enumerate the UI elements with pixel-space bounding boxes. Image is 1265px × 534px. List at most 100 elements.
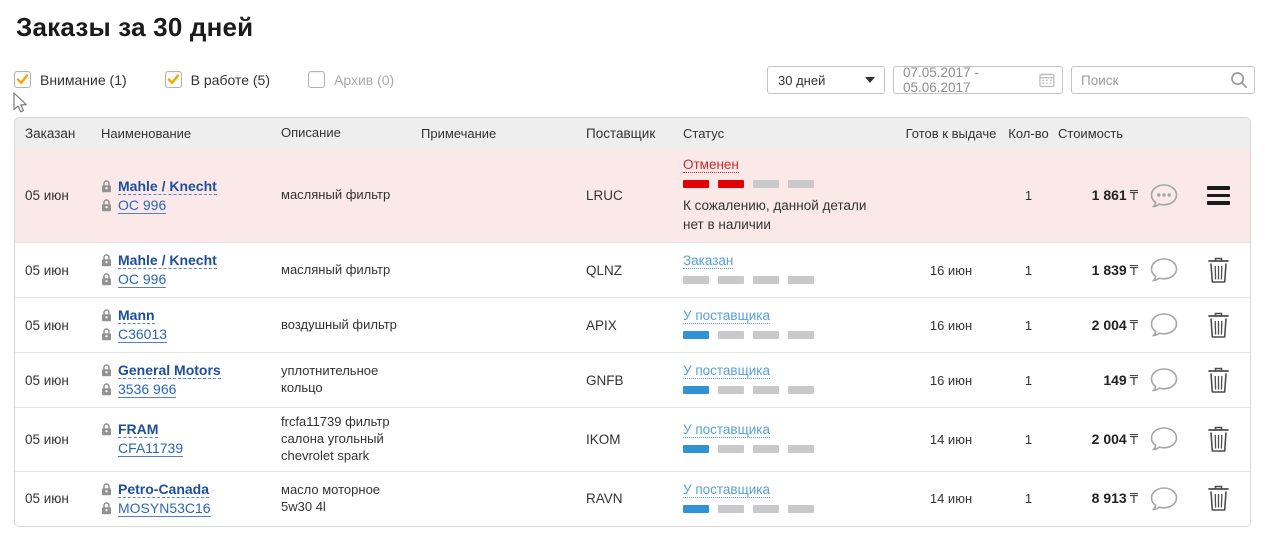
price-value: 1 861 bbox=[1091, 187, 1127, 203]
price-cell: 149 ₸ bbox=[1058, 366, 1142, 395]
description: масло моторное 5w30 4l bbox=[281, 481, 381, 514]
part-lock-icon bbox=[101, 328, 112, 341]
chat-button[interactable] bbox=[1149, 312, 1179, 338]
date-range-input[interactable]: 07.05.2017 - 05.06.2017 bbox=[893, 65, 1063, 95]
column-header-qty: Кол-во bbox=[1008, 126, 1049, 141]
brand-link[interactable]: Petro-Canada bbox=[118, 480, 210, 498]
note bbox=[421, 433, 586, 445]
date-range-value: 07.05.2017 - 05.06.2017 bbox=[903, 65, 979, 95]
brand-link[interactable]: Mahle / Knecht bbox=[118, 252, 217, 269]
status-link[interactable]: У поставщика bbox=[683, 363, 770, 379]
tenge-currency-sign: ₸ bbox=[1129, 318, 1138, 334]
ready-date: 16 июн bbox=[929, 317, 973, 333]
filter-in-progress[interactable]: В работе (5) bbox=[164, 71, 270, 88]
price-value: 8 913 bbox=[1091, 490, 1127, 507]
delete-button[interactable] bbox=[1207, 257, 1230, 284]
progress-segment bbox=[683, 276, 709, 284]
checkmark-icon bbox=[16, 74, 29, 84]
checkbox-in-progress[interactable] bbox=[164, 71, 182, 88]
chat-button[interactable] bbox=[1149, 486, 1179, 512]
period-select[interactable]: 30 дней bbox=[767, 66, 885, 94]
brand-link[interactable]: FRAM bbox=[118, 421, 159, 439]
status-link[interactable]: У поставщика bbox=[683, 481, 770, 498]
page-title: Заказы за 30 дней bbox=[16, 12, 254, 42]
row-menu-button[interactable] bbox=[1206, 186, 1230, 205]
delete-button[interactable] bbox=[1207, 426, 1230, 453]
brand-link[interactable]: General Motors bbox=[118, 362, 221, 379]
checkbox-archive[interactable] bbox=[307, 71, 325, 88]
order-date: 05 июн bbox=[25, 188, 69, 203]
progress-segment bbox=[788, 386, 814, 394]
search-box bbox=[1071, 66, 1255, 94]
brand-lock-icon bbox=[101, 254, 112, 267]
column-header-price: Стоимость bbox=[1058, 126, 1124, 141]
progress-segment bbox=[683, 331, 709, 339]
column-header-ready: Готов к выдаче bbox=[905, 126, 997, 141]
part-number-link[interactable]: C36013 bbox=[118, 326, 168, 343]
tenge-currency-sign: ₸ bbox=[1129, 263, 1138, 279]
progress-segment bbox=[753, 276, 779, 284]
part-number-link[interactable]: OC 996 bbox=[118, 271, 167, 288]
progress-segment bbox=[753, 331, 779, 339]
progress-segment bbox=[788, 180, 814, 189]
progress-segment bbox=[788, 445, 814, 454]
supplier-code: LRUC bbox=[586, 188, 623, 203]
price-cell: 2 004 ₸ bbox=[1058, 425, 1142, 454]
status-link[interactable]: У поставщика bbox=[683, 422, 770, 439]
chat-button[interactable] bbox=[1149, 367, 1179, 393]
column-header-desc: Описание bbox=[281, 125, 341, 141]
delete-button[interactable] bbox=[1207, 312, 1230, 339]
tenge-currency-sign: ₸ bbox=[1129, 189, 1138, 204]
delete-button[interactable] bbox=[1207, 485, 1230, 512]
checkmark-icon bbox=[167, 74, 179, 84]
price-value: 1 839 bbox=[1091, 261, 1127, 278]
part-number-link[interactable]: MOSYN53C16 bbox=[118, 499, 211, 517]
filter-bar: Внимание (1) В работе (5) Архив (0) 30 д… bbox=[14, 65, 1255, 95]
table-body: 05 июн Mahle / Knecht OC 996 масляный фи… bbox=[15, 149, 1250, 526]
progress-segment bbox=[753, 504, 779, 513]
status-progress-bar bbox=[683, 445, 814, 454]
chat-button[interactable] bbox=[1149, 183, 1179, 209]
tenge-currency-sign: ₸ bbox=[1129, 492, 1138, 508]
calendar-icon bbox=[1039, 73, 1055, 88]
part-number-link[interactable]: 3536 966 bbox=[118, 381, 177, 398]
brand-link[interactable]: Mahle / Knecht bbox=[118, 177, 217, 195]
order-date: 05 июн bbox=[25, 372, 69, 388]
filter-attention[interactable]: Внимание (1) bbox=[14, 71, 127, 88]
progress-segment bbox=[788, 331, 814, 339]
part-number-link[interactable]: CFA11739 bbox=[118, 440, 184, 458]
description: воздушный фильтр bbox=[281, 316, 397, 332]
status-link[interactable]: Отменен bbox=[683, 157, 739, 174]
supplier-code: QLNZ bbox=[586, 262, 623, 278]
caret-down-icon bbox=[865, 77, 875, 83]
brand-lock-icon bbox=[101, 364, 112, 377]
order-date: 05 июн bbox=[25, 491, 69, 507]
tenge-currency-sign: ₸ bbox=[1129, 373, 1138, 389]
search-icon[interactable] bbox=[1230, 71, 1248, 94]
chat-button[interactable] bbox=[1149, 257, 1179, 283]
order-date: 05 июн bbox=[25, 431, 69, 447]
price-value: 149 bbox=[1103, 371, 1127, 388]
table-header-row: Заказан Наименование Описание Примечание… bbox=[15, 118, 1250, 149]
description: frcfa11739 фильтр салона угольный chevro… bbox=[281, 414, 390, 463]
part-number-link[interactable]: OC 996 bbox=[118, 196, 167, 214]
checkbox-attention[interactable] bbox=[14, 71, 31, 88]
status-progress-bar bbox=[683, 331, 814, 339]
delete-button[interactable] bbox=[1207, 367, 1230, 394]
progress-segment bbox=[753, 180, 779, 189]
price-cell: 8 913 ₸ bbox=[1058, 484, 1142, 513]
filter-attention-label: Внимание (1) bbox=[40, 71, 127, 88]
quantity: 1 bbox=[1024, 431, 1033, 447]
brand-link[interactable]: Mann bbox=[118, 307, 155, 324]
progress-segment bbox=[753, 386, 779, 394]
quantity: 1 bbox=[1024, 317, 1033, 333]
search-input[interactable] bbox=[1071, 66, 1255, 94]
progress-segment bbox=[718, 276, 744, 284]
filter-archive[interactable]: Архив (0) bbox=[307, 71, 394, 88]
chat-button[interactable] bbox=[1149, 426, 1179, 452]
status-link[interactable]: У поставщика bbox=[683, 308, 770, 324]
progress-segment bbox=[683, 504, 709, 513]
status-link[interactable]: Заказан bbox=[683, 253, 734, 269]
chat-dots-icon bbox=[1157, 192, 1171, 197]
